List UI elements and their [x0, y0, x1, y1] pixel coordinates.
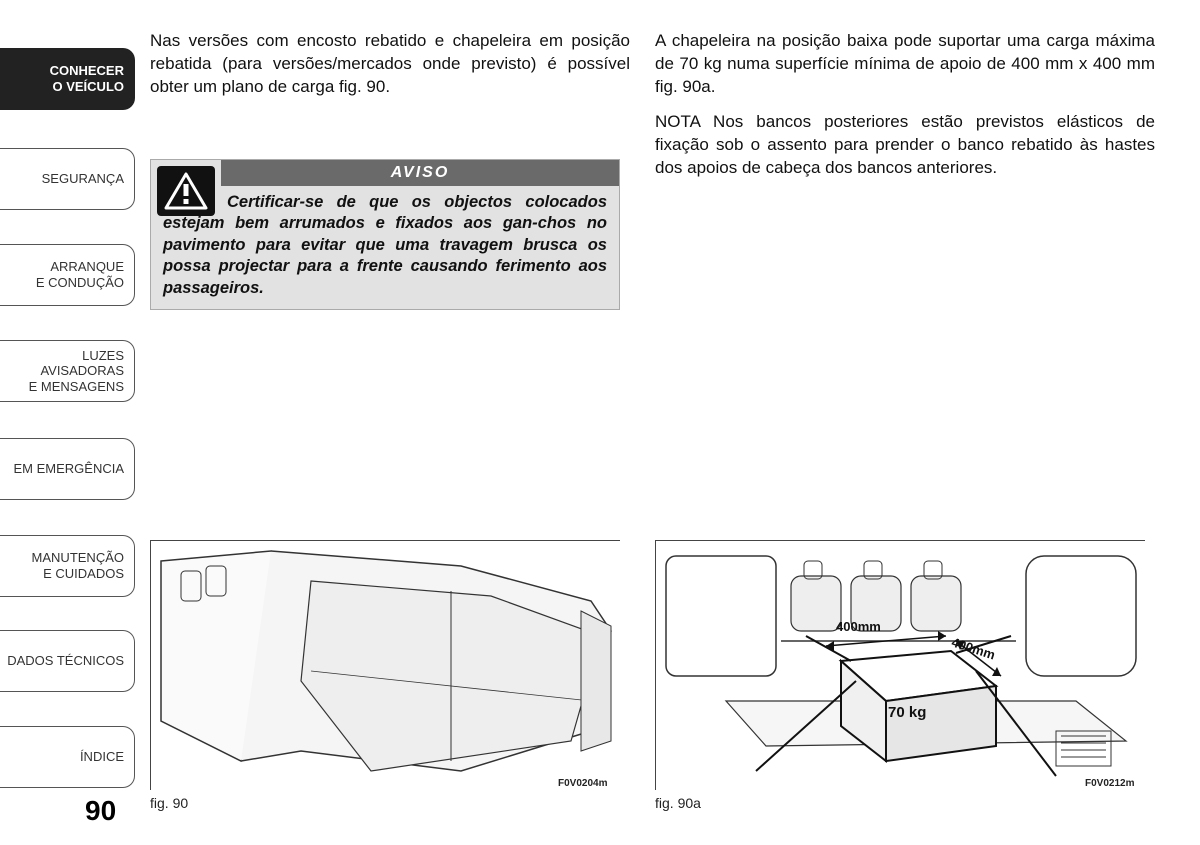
tab-luzes[interactable]: LUZES AVISADORASE MENSAGENS [0, 340, 135, 402]
tab-conhecer-veiculo[interactable]: CONHECERO VEÍCULO [0, 48, 135, 110]
tab-label: SEGURANÇA [42, 171, 124, 187]
figure-90 [150, 540, 620, 790]
left-paragraph: Nas versões com encosto rebatido e chape… [150, 30, 630, 99]
fig90-code: F0V0204m [558, 778, 607, 789]
right-paragraph-2: NOTA Nos bancos posteriores estão previs… [655, 111, 1155, 180]
sidebar: CONHECERO VEÍCULO SEGURANÇA ARRANQUEE CO… [0, 0, 135, 845]
right-column: A chapeleira na posição baixa pode supor… [655, 30, 1155, 192]
tab-seguranca[interactable]: SEGURANÇA [0, 148, 135, 210]
fig90a-weight: 70 kg [888, 704, 926, 721]
page-number: 90 [85, 795, 116, 827]
tab-emergencia[interactable]: EM EMERGÊNCIA [0, 438, 135, 500]
tab-dados[interactable]: DADOS TÉCNICOS [0, 630, 135, 692]
warning-box: AVISO Certificar-se de que os objectos c… [150, 159, 620, 310]
fig90a-caption: fig. 90a [655, 795, 701, 811]
fig90-caption: fig. 90 [150, 795, 188, 811]
tab-label: DADOS TÉCNICOS [7, 653, 124, 669]
tab-label: MANUTENÇÃOE CUIDADOS [32, 550, 124, 581]
fig90a-code: F0V0212m [1085, 778, 1134, 789]
tab-manutencao[interactable]: MANUTENÇÃOE CUIDADOS [0, 535, 135, 597]
tab-label: ARRANQUEE CONDUÇÃO [36, 259, 124, 290]
right-paragraph-1: A chapeleira na posição baixa pode supor… [655, 30, 1155, 99]
tab-label: CONHECERO VEÍCULO [50, 63, 124, 94]
tab-label: LUZES AVISADORASE MENSAGENS [0, 348, 124, 395]
tab-label: EM EMERGÊNCIA [13, 461, 124, 477]
warning-title: AVISO [221, 160, 619, 186]
tab-indice[interactable]: ÍNDICE [0, 726, 135, 788]
tab-label: ÍNDICE [80, 749, 124, 765]
left-column: Nas versões com encosto rebatido e chape… [150, 30, 630, 310]
warning-icon [157, 166, 215, 216]
fig90a-dim1: 400mm [836, 619, 881, 634]
warning-body: Certificar-se de que os objectos colocad… [151, 186, 619, 309]
tab-arranque[interactable]: ARRANQUEE CONDUÇÃO [0, 244, 135, 306]
figure-90a: 400mm 400mm 70 kg [655, 540, 1145, 790]
